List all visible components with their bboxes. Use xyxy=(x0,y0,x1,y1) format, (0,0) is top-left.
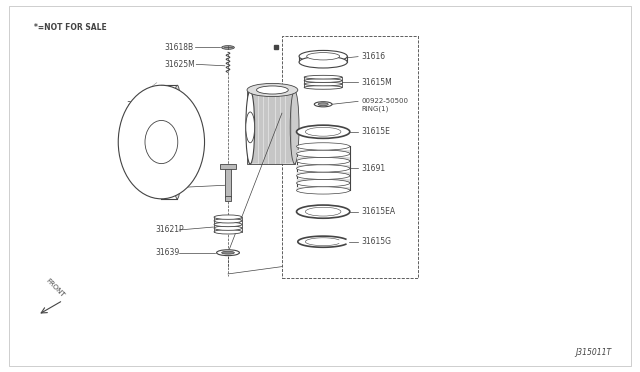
Text: 31630: 31630 xyxy=(127,101,151,110)
Text: J315011T: J315011T xyxy=(576,348,612,357)
Text: 31639: 31639 xyxy=(155,248,179,257)
Ellipse shape xyxy=(296,150,350,157)
Bar xyxy=(225,196,230,201)
Ellipse shape xyxy=(214,230,242,234)
Text: 31625M: 31625M xyxy=(164,60,195,69)
Ellipse shape xyxy=(247,83,298,97)
Bar xyxy=(296,172,350,176)
Ellipse shape xyxy=(307,52,340,60)
Ellipse shape xyxy=(246,91,255,164)
Text: 31615E: 31615E xyxy=(361,127,390,136)
Ellipse shape xyxy=(304,76,342,79)
Ellipse shape xyxy=(304,82,342,86)
Text: 31615M: 31615M xyxy=(361,78,392,87)
Ellipse shape xyxy=(296,172,350,179)
Ellipse shape xyxy=(296,179,350,187)
Text: 31691: 31691 xyxy=(361,164,385,173)
Ellipse shape xyxy=(221,251,234,254)
Ellipse shape xyxy=(305,127,341,136)
Text: 00922-50500: 00922-50500 xyxy=(361,97,408,104)
Bar xyxy=(220,164,236,169)
Ellipse shape xyxy=(214,226,242,230)
Ellipse shape xyxy=(318,103,328,106)
Ellipse shape xyxy=(221,46,234,49)
Ellipse shape xyxy=(214,222,242,227)
Ellipse shape xyxy=(118,85,205,199)
Text: 31615G: 31615G xyxy=(361,237,391,246)
Ellipse shape xyxy=(314,102,332,107)
Bar xyxy=(296,179,350,183)
Ellipse shape xyxy=(296,143,350,150)
Bar xyxy=(247,91,294,164)
Ellipse shape xyxy=(296,205,350,218)
Ellipse shape xyxy=(304,79,342,83)
Ellipse shape xyxy=(290,91,299,164)
Text: 31618B: 31618B xyxy=(164,43,194,52)
Text: FRONT: FRONT xyxy=(45,278,66,298)
Ellipse shape xyxy=(172,85,182,199)
Bar xyxy=(282,36,419,278)
Ellipse shape xyxy=(296,157,350,165)
Ellipse shape xyxy=(214,215,242,219)
Ellipse shape xyxy=(216,250,239,256)
Ellipse shape xyxy=(257,86,288,94)
Ellipse shape xyxy=(246,112,255,143)
Ellipse shape xyxy=(304,86,342,89)
Ellipse shape xyxy=(214,219,242,223)
Text: RING(1): RING(1) xyxy=(361,105,388,112)
Text: 31615EA: 31615EA xyxy=(361,207,396,216)
Text: *=NOT FOR SALE: *=NOT FOR SALE xyxy=(35,23,108,32)
Ellipse shape xyxy=(145,121,178,164)
Bar xyxy=(296,150,350,154)
Ellipse shape xyxy=(299,51,348,62)
Ellipse shape xyxy=(305,207,341,216)
Bar xyxy=(296,165,350,169)
Text: 31616: 31616 xyxy=(361,52,385,61)
Ellipse shape xyxy=(299,56,348,68)
Bar xyxy=(296,157,350,161)
Text: 31618: 31618 xyxy=(155,183,179,192)
Bar xyxy=(296,187,350,190)
Ellipse shape xyxy=(296,165,350,172)
Ellipse shape xyxy=(296,187,350,194)
Bar xyxy=(225,166,230,197)
Text: 31621P: 31621P xyxy=(155,225,184,234)
Ellipse shape xyxy=(296,125,350,138)
